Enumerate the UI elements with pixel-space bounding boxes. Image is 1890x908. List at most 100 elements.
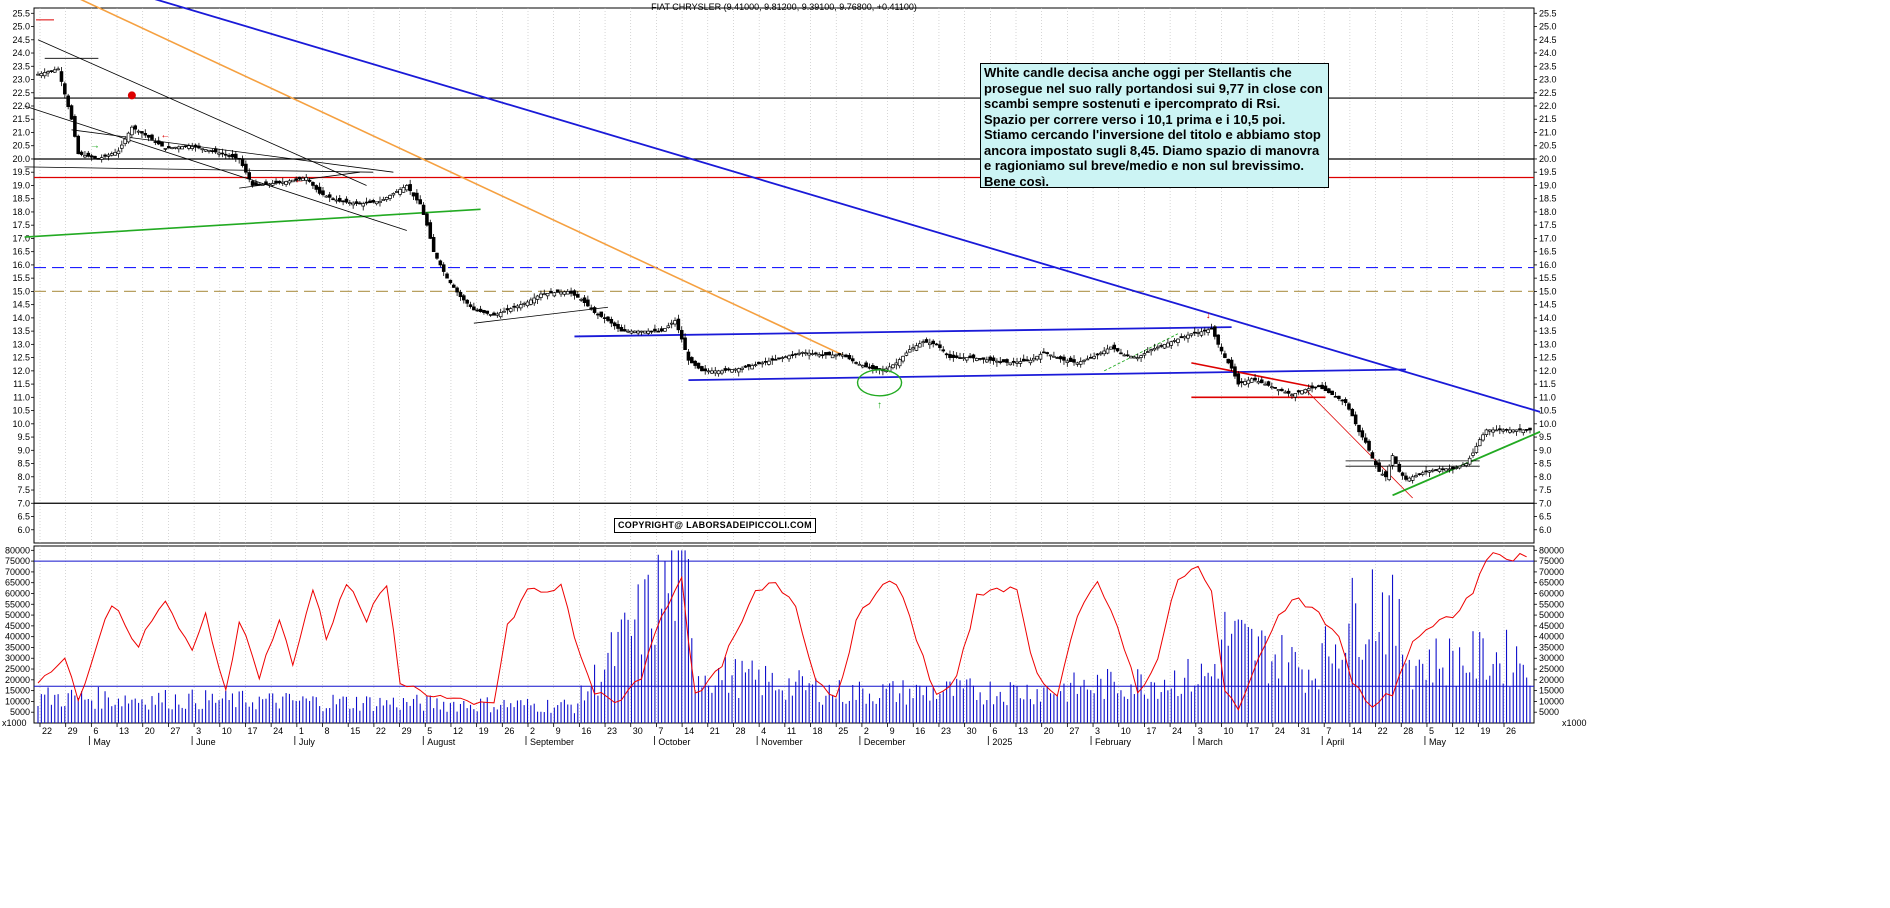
candle-up — [891, 364, 895, 369]
candle-down — [951, 354, 956, 358]
volume-tick-left: 80000 — [5, 545, 30, 555]
candle-down — [431, 237, 436, 253]
candle-down — [250, 181, 255, 186]
candle-up — [56, 68, 60, 71]
candle-down — [133, 125, 138, 130]
candle-up — [907, 349, 912, 353]
candle-up — [1015, 361, 1019, 364]
candle-down — [1025, 359, 1029, 362]
candle-up — [1430, 469, 1435, 472]
price-tick-left: 23.5 — [12, 61, 30, 71]
candle-up — [861, 365, 865, 368]
candle-down — [723, 368, 728, 371]
candle-down — [790, 354, 795, 356]
candle-down — [1115, 348, 1120, 352]
candle-up — [116, 150, 121, 155]
candle-up — [324, 195, 329, 198]
price-tick-left: 12.5 — [12, 353, 30, 363]
candle-up — [126, 132, 131, 143]
price-tick-right: 13.5 — [1539, 326, 1557, 336]
candle-down — [1005, 359, 1009, 363]
candle-down — [1233, 366, 1237, 377]
candle-up — [1129, 355, 1133, 359]
candle-up — [1018, 361, 1023, 364]
price-tick-left: 11.5 — [13, 379, 30, 389]
candle-down — [1528, 427, 1532, 431]
candle-up — [753, 364, 758, 367]
candle-up — [180, 146, 184, 150]
candle-up — [525, 301, 530, 307]
candle-up — [750, 365, 754, 370]
candle-down — [1333, 395, 1338, 398]
x-day-label: 13 — [1018, 726, 1028, 736]
candle-down — [1021, 358, 1026, 362]
candle-down — [264, 181, 268, 185]
candle-up — [1149, 349, 1153, 352]
x-day-label: 30 — [633, 726, 643, 736]
price-tick-right: 7.0 — [1539, 498, 1552, 508]
candle-down — [1089, 356, 1093, 359]
candle-down — [1045, 352, 1049, 354]
candle-up — [552, 292, 557, 297]
candle-down — [227, 155, 231, 157]
candle-down — [1062, 356, 1066, 361]
x-day-label: 3 — [196, 726, 201, 736]
green-uptrend-2024 — [24, 208, 481, 238]
candle-down — [244, 163, 248, 173]
candle-up — [817, 354, 821, 357]
candle-up — [1380, 473, 1385, 476]
candle-down — [69, 105, 74, 120]
candle-down — [505, 308, 510, 311]
candle-down — [938, 344, 942, 349]
volume-unit-right: x1000 — [1562, 718, 1587, 728]
candle-down — [649, 330, 654, 333]
candle-up — [374, 201, 379, 205]
x-day-label: 21 — [710, 726, 720, 736]
candle-down — [1370, 452, 1375, 459]
candle-up — [260, 184, 265, 186]
candle-down — [924, 339, 929, 343]
candle-down — [247, 172, 252, 180]
price-tick-left: 25.0 — [12, 22, 30, 32]
x-day-label: 26 — [504, 726, 514, 736]
candle-up — [113, 151, 117, 156]
candle-down — [368, 200, 372, 204]
candle-down — [991, 357, 996, 362]
candle-down — [371, 200, 376, 203]
price-tick-left: 18.5 — [12, 194, 30, 204]
price-tick-right: 10.0 — [1539, 419, 1557, 429]
price-tick-left: 6.5 — [17, 512, 30, 522]
candle-up — [498, 312, 503, 318]
candle-down — [1216, 334, 1220, 345]
price-tick-right: 11.0 — [1539, 392, 1556, 402]
price-tick-left: 12.0 — [12, 366, 30, 376]
x-day-label: 10 — [222, 726, 232, 736]
candle-down — [223, 153, 228, 156]
candle-down — [978, 358, 982, 360]
x-day-label: 7 — [1326, 726, 1331, 736]
candle-up — [562, 291, 567, 295]
candle-down — [770, 358, 775, 361]
candle-down — [656, 330, 661, 333]
candle-down — [693, 360, 697, 366]
candle-down — [438, 260, 443, 266]
candle-down — [622, 329, 627, 332]
candle-up — [1484, 429, 1489, 435]
x-day-label: 17 — [1146, 726, 1156, 736]
candle-up — [217, 152, 221, 155]
price-tick-left: 21.5 — [12, 114, 30, 124]
candle-up — [334, 199, 339, 202]
candle-up — [539, 293, 543, 298]
candle-down — [958, 357, 962, 359]
candle-down — [1058, 356, 1063, 360]
candle-down — [1360, 430, 1365, 438]
candle-down — [1504, 428, 1509, 431]
candle-down — [1159, 345, 1163, 347]
x-month-label: August — [427, 737, 456, 747]
candle-up — [1444, 468, 1448, 472]
candle-down — [814, 352, 818, 355]
candle-down — [482, 310, 486, 313]
candle-up — [1256, 381, 1261, 384]
candle-up — [669, 322, 674, 325]
candle-up — [1387, 465, 1391, 481]
